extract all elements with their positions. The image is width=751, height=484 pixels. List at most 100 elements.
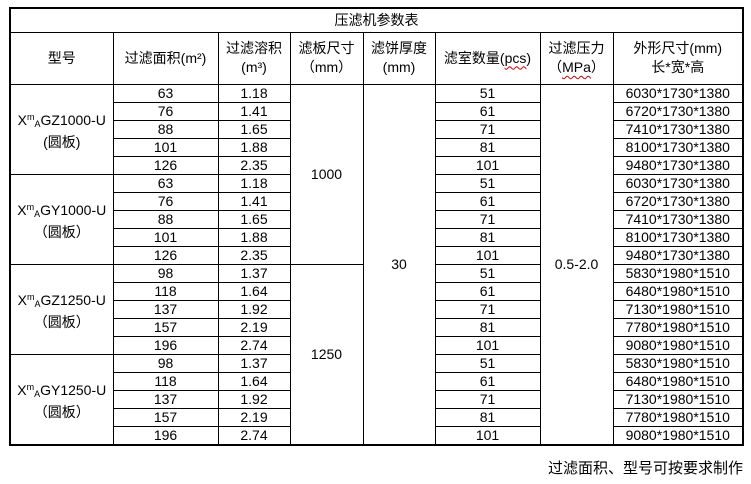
cell-area: 88 [112,209,219,229]
cell-volume: 1.41 [217,101,291,121]
table-row: 126 2.35 101 9480*1730*1380 [10,245,744,265]
cell-dims: 6720*1730*1380 [612,101,744,121]
table-row: 88 1.65 71 7410*1730*1380 [10,209,744,229]
cell-area: 98 [112,353,219,373]
cell-volume: 1.18 [217,173,291,193]
cell-dims: 9480*1730*1380 [612,155,744,175]
cell-plate-size: 1250 [289,263,364,445]
cell-dims: 6720*1730*1380 [612,191,744,211]
table-row: XmAGY1250-U （圆板） 98 1.37 51 5830*1980*1510 [9,353,744,445]
cell-area: 196 [112,425,219,445]
cell-chambers: 71 [434,389,541,409]
cell-volume: 1.88 [217,137,291,157]
cell-dims: 7780*1980*1510 [612,317,744,337]
cell-chambers: 51 [434,353,541,373]
table-title-row: 压滤机参数表 [9,7,744,33]
model-code: XmAGY1000-U [17,201,107,219]
cell-area: 137 [112,389,219,409]
cell-volume: 1.37 [217,353,291,373]
cell-dims: 7130*1980*1510 [612,389,744,409]
col-header-outer-dims: 外形尺寸(mm) 长*宽*高 [612,31,744,85]
cell-volume: 1.88 [217,227,291,247]
cell-chambers: 81 [434,137,541,157]
cell-volume: 1.92 [217,299,291,319]
cell-volume: 2.19 [217,317,291,337]
table-title: 压滤机参数表 [9,7,744,33]
cell-plate-size: 1000 [289,83,364,265]
cell-volume: 1.92 [217,389,291,409]
cell-area: 76 [112,101,219,121]
spellcheck-underline: MPa [562,59,591,75]
col-header-filter-area: 过滤面积(m²) [112,31,219,85]
cell-area: 157 [112,407,219,427]
cell-area: 126 [112,155,219,175]
cell-chambers: 81 [434,407,541,427]
cell-volume: 2.74 [217,425,291,445]
cell-chambers: 61 [434,101,541,121]
model-code: XmAGY1250-U [17,381,107,399]
cell-chambers: 51 [434,83,541,103]
cell-area: 98 [112,263,219,283]
model-cell: XmAGZ1250-U （圆板） [9,263,114,355]
table-row: 118 1.64 61 6480*1980*1510 [10,281,744,301]
table-header-row: 型号 过滤面积(m²) 过滤溶积 (m³) 滤板尺寸 （mm） 滤饼厚度 (mm… [9,31,744,85]
cell-area: 76 [112,191,219,211]
cell-dims: 7130*1980*1510 [612,299,744,319]
cell-volume: 1.41 [217,191,291,211]
cell-area: 126 [112,245,219,265]
cell-area: 118 [112,281,219,301]
table-row: 137 1.92 71 7130*1980*1510 [10,389,744,409]
cell-area: 63 [112,83,219,103]
cell-area: 118 [112,371,219,391]
cell-pressure: 0.5-2.0 [539,83,614,445]
cell-chambers: 61 [434,371,541,391]
col-header-filter-pressure: 过滤压力 （MPa） [539,31,614,85]
model-code: XmAGZ1000-U [17,111,106,129]
model-cell: XmAGY1000-U （圆板） [9,173,114,265]
cell-chambers: 71 [434,299,541,319]
cell-dims: 9480*1730*1380 [612,245,744,265]
table-row: 126 2.35 101 9480*1730*1380 [10,155,744,175]
table-row: 76 1.41 61 6720*1730*1380 [10,191,744,211]
table-row: XmAGZ1250-U （圆板） 98 1.37 1250 51 5830*1980… [9,263,744,445]
cell-dims: 7410*1730*1380 [612,209,744,229]
cell-dims: 6480*1980*1510 [612,371,744,391]
cell-dims: 6030*1730*1380 [612,83,744,103]
cell-volume: 2.35 [217,245,291,265]
cell-cake-thickness: 30 [362,83,436,445]
cell-area: 137 [112,299,219,319]
cell-volume: 2.35 [217,155,291,175]
cell-chambers: 101 [434,425,541,445]
cell-chambers: 71 [434,119,541,139]
table-row: 101 1.88 81 8100*1730*1380 [10,137,744,157]
model-note: （圆板） [33,223,90,240]
cell-chambers: 101 [434,245,541,265]
table-row: 157 2.19 81 7780*1980*1510 [10,407,744,427]
col-header-cake-thickness: 滤饼厚度 (mm) [362,31,436,85]
col-header-model: 型号 [9,31,114,85]
model-cell: XmAGY1250-U （圆板） [9,353,114,445]
cell-dims: 7780*1980*1510 [612,407,744,427]
cell-chambers: 81 [434,227,541,247]
cell-area: 101 [112,227,219,247]
model-note: （圆板） [33,403,90,420]
cell-volume: 1.37 [217,263,291,283]
cell-area: 63 [112,173,219,193]
cell-chambers: 101 [434,335,541,355]
cell-dims: 6480*1980*1510 [612,281,744,301]
cell-chambers: 61 [434,281,541,301]
cell-dims: 5830*1980*1510 [612,263,744,283]
cell-volume: 1.64 [217,281,291,301]
cell-chambers: 101 [434,155,541,175]
table-row: XmAGZ1000-U (圆板) 63 1.18 1000 30 51 0.5-… [9,83,744,445]
cell-dims: 7410*1730*1380 [612,119,744,139]
cell-chambers: 51 [434,173,541,193]
cell-chambers: 51 [434,263,541,283]
cell-volume: 1.65 [217,119,291,139]
cell-volume: 1.65 [217,209,291,229]
model-note: （圆板） [33,313,90,330]
cell-area: 157 [112,317,219,337]
table-row: 101 1.88 81 8100*1730*1380 [10,227,744,247]
cell-area: 196 [112,335,219,355]
